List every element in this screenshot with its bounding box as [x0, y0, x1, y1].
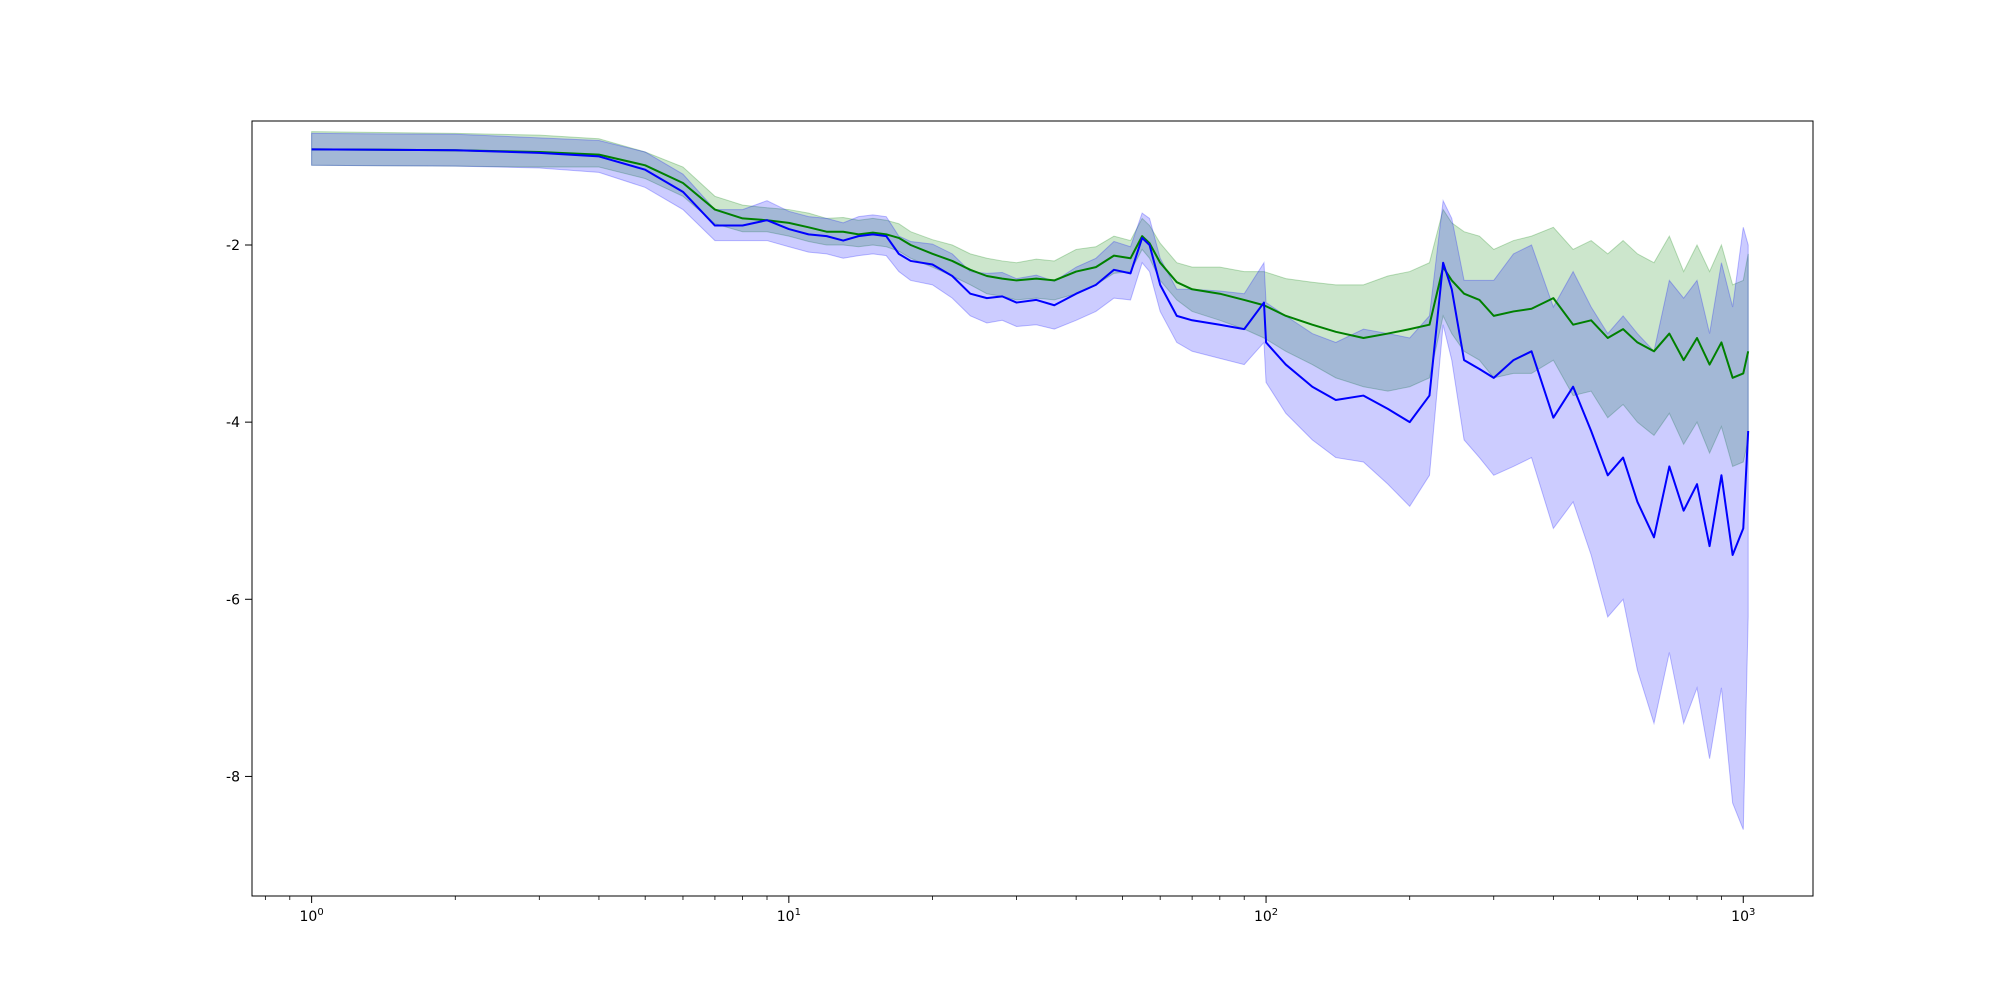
x-tick-label: 100	[300, 907, 324, 925]
plot-area	[311, 131, 1750, 830]
x-tick-label: 101	[777, 907, 801, 925]
axes-frame	[251, 120, 1814, 897]
x-tick-label: 102	[1254, 907, 1278, 925]
series-1-line	[311, 148, 1750, 556]
y-tick-label: -4	[226, 415, 240, 431]
series-0-line	[311, 148, 1750, 379]
x-axis: 100 101 102 103	[264, 896, 1755, 925]
y-tick-label: -8	[226, 769, 240, 785]
y-tick-label: -2	[226, 238, 240, 254]
y-tick-label: -6	[226, 592, 240, 608]
x-tick-base: 10	[300, 909, 318, 925]
y-axis: -2 -4 -6 -8	[226, 238, 252, 785]
x-tick-base: 10	[1254, 909, 1272, 925]
x-tick-label: 103	[1731, 907, 1755, 925]
x-tick-base: 10	[1731, 909, 1749, 925]
series-1-band	[311, 132, 1749, 830]
x-tick-exponent: 0	[317, 907, 323, 918]
x-tick-base: 10	[777, 909, 795, 925]
x-tick-exponent: 3	[1749, 907, 1755, 918]
x-tick-exponent: 1	[795, 907, 801, 918]
x-tick-exponent: 2	[1272, 907, 1278, 918]
